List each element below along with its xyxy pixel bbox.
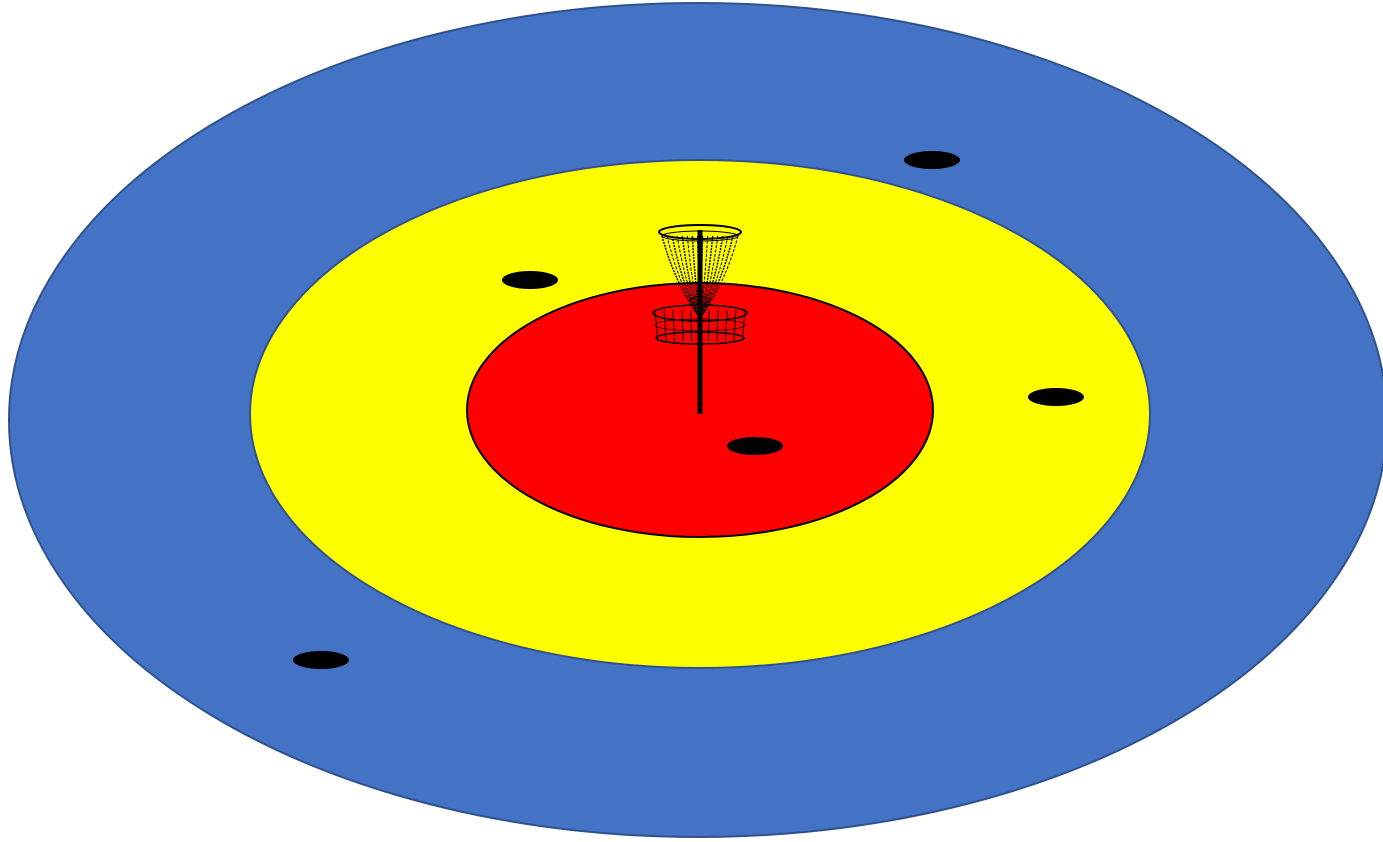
tray-bar bbox=[663, 309, 667, 342]
chain bbox=[699, 235, 739, 319]
tray-bar bbox=[681, 309, 684, 342]
discs bbox=[293, 151, 1084, 669]
chain bbox=[681, 235, 701, 319]
tray-bar bbox=[654, 309, 659, 342]
chain bbox=[699, 235, 709, 319]
disc-icon[interactable] bbox=[293, 651, 349, 669]
chain bbox=[671, 235, 701, 319]
disc-golf-basket-icon bbox=[652, 224, 748, 414]
chain bbox=[696, 235, 701, 319]
chain bbox=[699, 235, 724, 319]
tray-bar bbox=[724, 309, 728, 342]
chain bbox=[699, 235, 734, 319]
tray-bar bbox=[716, 309, 719, 342]
basket-chains bbox=[661, 235, 739, 319]
disc-icon[interactable] bbox=[727, 437, 783, 455]
chain bbox=[661, 235, 701, 319]
tray-bar bbox=[707, 309, 710, 342]
chain bbox=[699, 235, 714, 319]
chain bbox=[686, 235, 701, 319]
basket-tray bbox=[654, 309, 746, 342]
tray-bar bbox=[733, 309, 737, 342]
chain bbox=[691, 235, 701, 319]
disc-icon[interactable] bbox=[1028, 388, 1084, 406]
chain bbox=[666, 235, 701, 319]
disc-icon[interactable] bbox=[502, 271, 558, 289]
tray-bar bbox=[672, 309, 676, 342]
tray-bar bbox=[741, 309, 746, 342]
tray-bar bbox=[690, 309, 693, 342]
disc-icon[interactable] bbox=[904, 151, 960, 169]
